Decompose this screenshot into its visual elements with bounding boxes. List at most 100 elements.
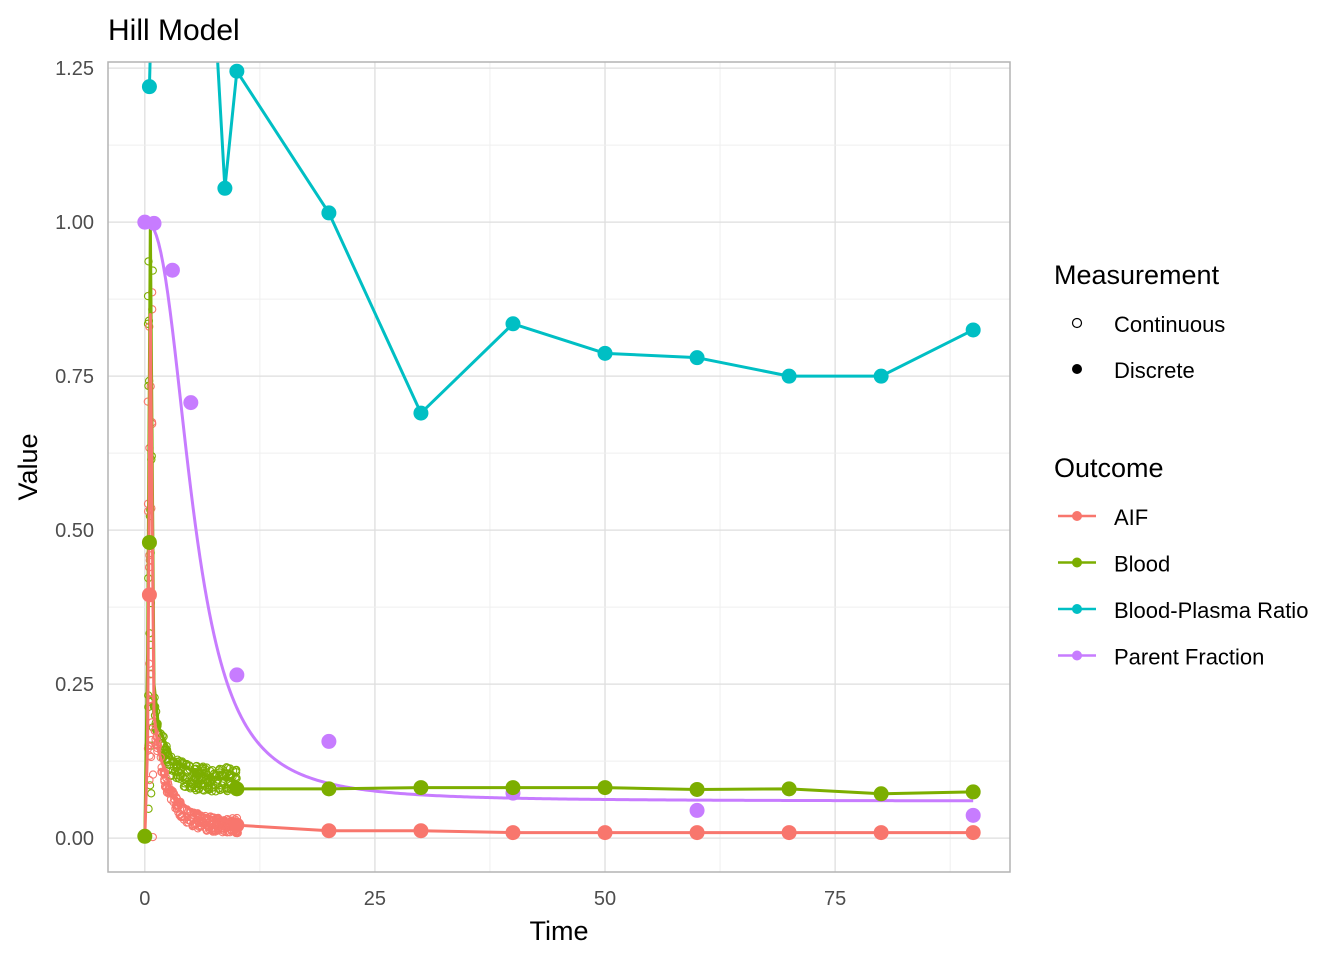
continuous-point	[174, 768, 183, 777]
point-aif	[873, 825, 889, 841]
point-blood	[873, 786, 889, 802]
point-aif	[141, 587, 157, 603]
continuous-point	[232, 765, 241, 775]
continuous-point	[172, 773, 181, 783]
y-tick-label: 0.00	[55, 828, 94, 850]
legend-discrete-label: Discrete	[1114, 358, 1195, 383]
series-blood-plasma-ratio	[141, 62, 981, 421]
point-blood	[141, 534, 157, 550]
plot-background	[108, 62, 1010, 872]
point-aif	[321, 823, 337, 839]
y-tick-label: 1.00	[55, 212, 94, 234]
legend-label-blood: Blood	[1114, 552, 1170, 577]
continuous-point	[179, 815, 188, 824]
point-blood-plasma-ratio	[965, 322, 981, 338]
point-blood-plasma-ratio	[217, 180, 233, 196]
legend-discrete-icon	[1072, 364, 1082, 374]
point-aif	[229, 817, 245, 833]
point-blood-plasma-ratio	[321, 205, 337, 221]
y-tick-label: 0.25	[55, 674, 94, 696]
y-axis: 0.00 0.25 0.50 0.75 1.00 1.25	[55, 58, 94, 850]
series-layer	[137, 62, 981, 844]
point-blood-plasma-ratio	[141, 79, 157, 95]
point-blood	[965, 784, 981, 800]
point-aif	[505, 825, 521, 841]
legend-measurement: Measurement Continuous Discrete	[1054, 260, 1225, 383]
legend-dot-blood-plasma-ratio	[1072, 604, 1082, 614]
point-parent-fraction	[229, 667, 245, 683]
point-aif	[597, 825, 613, 841]
x-tick-label: 75	[824, 888, 846, 910]
point-blood-plasma-ratio	[597, 345, 613, 361]
point-blood	[597, 780, 613, 796]
series-aif	[141, 587, 981, 841]
point-parent-fraction	[965, 807, 981, 823]
grid-lines	[108, 62, 1010, 872]
point-blood	[137, 828, 153, 844]
continuous-point	[211, 787, 220, 796]
point-parent-fraction	[164, 262, 180, 278]
point-blood-plasma-ratio	[873, 368, 889, 384]
continuous-point	[197, 763, 206, 772]
point-blood	[505, 780, 521, 796]
y-tick-label: 0.75	[55, 366, 94, 388]
y-axis-title: Value	[13, 433, 43, 500]
y-tick-label: 0.50	[55, 520, 94, 542]
continuous-point	[172, 763, 181, 773]
legend-label-parent-fraction: Parent Fraction	[1114, 645, 1264, 670]
legend-dot-blood	[1072, 557, 1082, 568]
point-aif	[965, 825, 981, 841]
point-parent-fraction	[183, 395, 199, 411]
plot-border	[107, 61, 1011, 873]
continuous-point	[195, 822, 204, 832]
point-aif	[781, 825, 797, 841]
legend-outcome-title: Outcome	[1054, 453, 1164, 483]
continuous-point	[196, 780, 206, 790]
continuous-point	[163, 757, 172, 767]
point-blood-plasma-ratio	[505, 316, 521, 332]
point-blood	[229, 781, 245, 797]
legend-measurement-title: Measurement	[1054, 260, 1220, 290]
point-aif	[413, 823, 429, 839]
y-tick-label: 1.25	[55, 58, 94, 80]
point-aif	[689, 825, 705, 841]
continuous-point	[185, 782, 194, 791]
legend-outcome: Outcome AIF Blood Blood-Plasma Ratio Parent…	[1054, 453, 1308, 670]
legend-dot-parent-fraction	[1072, 650, 1082, 661]
continuous-point	[187, 813, 196, 822]
point-blood	[321, 781, 337, 797]
continuous-point	[186, 778, 196, 787]
continuous-point	[172, 800, 181, 809]
point-parent-fraction	[321, 733, 337, 749]
x-axis: 0 25 50 75	[139, 888, 846, 910]
point-blood	[781, 781, 797, 797]
chart-title: Hill Model	[108, 14, 240, 47]
legend-dot-aif	[1072, 511, 1082, 521]
continuous-point	[192, 780, 201, 789]
point-blood-plasma-ratio	[229, 63, 245, 79]
continuous-point	[193, 824, 203, 833]
point-blood	[413, 780, 429, 796]
continuous-point	[222, 763, 231, 772]
continuous-point	[209, 780, 218, 789]
continuous-point	[204, 784, 213, 793]
point-blood	[689, 781, 705, 797]
continuous-point	[197, 817, 206, 826]
continuous-point	[218, 824, 227, 833]
continuous-point	[174, 801, 183, 810]
legend-continuous-label: Continuous	[1114, 312, 1225, 337]
x-tick-label: 50	[594, 888, 616, 910]
x-axis-title: Time	[530, 916, 589, 946]
point-parent-fraction	[689, 802, 705, 818]
x-tick-label: 25	[364, 888, 386, 910]
continuous-point	[207, 823, 216, 833]
legend-continuous-icon	[1071, 317, 1083, 329]
continuous-point	[178, 811, 187, 821]
fit-line-parent-fraction	[144, 220, 974, 803]
continuous-point	[202, 825, 211, 834]
point-blood-plasma-ratio	[689, 350, 705, 366]
legend-label-blood-plasma-ratio: Blood-Plasma Ratio	[1114, 598, 1308, 623]
legend-label-aif: AIF	[1114, 505, 1148, 530]
series-parent-fraction	[137, 214, 981, 823]
